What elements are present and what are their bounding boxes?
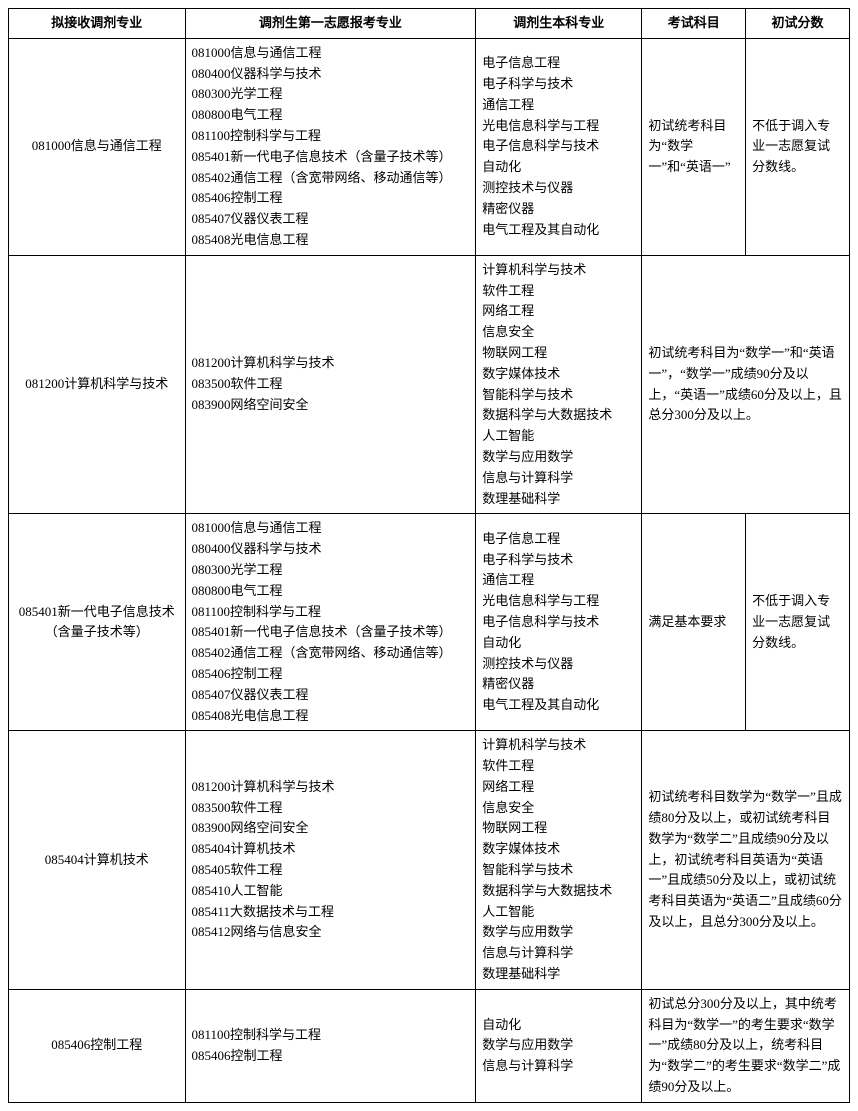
cell-target-major: 081000信息与通信工程	[9, 38, 186, 255]
table-row: 085404计算机技术081200计算机科学与技术 083500软件工程 083…	[9, 731, 850, 990]
table-header: 拟接收调剂专业 调剂生第一志愿报考专业 调剂生本科专业 考试科目 初试分数	[9, 9, 850, 39]
header-first-choice: 调剂生第一志愿报考专业	[185, 9, 476, 39]
cell-undergrad-major: 电子信息工程 电子科学与技术 通信工程 光电信息科学与工程 电子信息科学与技术 …	[476, 514, 642, 731]
cell-exam-subjects: 满足基本要求	[642, 514, 746, 731]
table-row: 081200计算机科学与技术081200计算机科学与技术 083500软件工程 …	[9, 255, 850, 514]
cell-target-major: 085406控制工程	[9, 989, 186, 1102]
cell-undergrad-major: 计算机科学与技术 软件工程 网络工程 信息安全 物联网工程 数字媒体技术 智能科…	[476, 255, 642, 514]
cell-first-choice: 081100控制科学与工程 085406控制工程	[185, 989, 476, 1102]
cell-target-major: 085404计算机技术	[9, 731, 186, 990]
table-row: 085401新一代电子信息技术（含量子技术等）081000信息与通信工程 080…	[9, 514, 850, 731]
table-row: 081000信息与通信工程081000信息与通信工程 080400仪器科学与技术…	[9, 38, 850, 255]
cell-target-major: 085401新一代电子信息技术（含量子技术等）	[9, 514, 186, 731]
cell-first-choice: 081000信息与通信工程 080400仪器科学与技术 080300光学工程 0…	[185, 514, 476, 731]
cell-exam-and-score: 初试统考科目为“数学一”和“英语一”，“数学一”成绩90分及以上，“英语一”成绩…	[642, 255, 850, 514]
table-row: 085406控制工程081100控制科学与工程 085406控制工程自动化 数学…	[9, 989, 850, 1102]
cell-undergrad-major: 自动化 数学与应用数学 信息与计算科学	[476, 989, 642, 1102]
header-initial-score: 初试分数	[746, 9, 850, 39]
cell-target-major: 081200计算机科学与技术	[9, 255, 186, 514]
admissions-table: 拟接收调剂专业 调剂生第一志愿报考专业 调剂生本科专业 考试科目 初试分数 08…	[8, 8, 850, 1103]
cell-first-choice: 081200计算机科学与技术 083500软件工程 083900网络空间安全	[185, 255, 476, 514]
cell-exam-subjects: 初试统考科目为“数学一”和“英语一”	[642, 38, 746, 255]
header-target-major: 拟接收调剂专业	[9, 9, 186, 39]
header-exam-subjects: 考试科目	[642, 9, 746, 39]
cell-initial-score: 不低于调入专业一志愿复试分数线。	[746, 514, 850, 731]
cell-first-choice: 081200计算机科学与技术 083500软件工程 083900网络空间安全 0…	[185, 731, 476, 990]
header-undergrad-major: 调剂生本科专业	[476, 9, 642, 39]
cell-undergrad-major: 电子信息工程 电子科学与技术 通信工程 光电信息科学与工程 电子信息科学与技术 …	[476, 38, 642, 255]
cell-exam-and-score: 初试总分300分及以上，其中统考科目为“数学一”的考生要求“数学一”成绩80分及…	[642, 989, 850, 1102]
cell-exam-and-score: 初试统考科目数学为“数学一”且成绩80分及以上，或初试统考科目数学为“数学二”且…	[642, 731, 850, 990]
cell-undergrad-major: 计算机科学与技术 软件工程 网络工程 信息安全 物联网工程 数字媒体技术 智能科…	[476, 731, 642, 990]
cell-first-choice: 081000信息与通信工程 080400仪器科学与技术 080300光学工程 0…	[185, 38, 476, 255]
cell-initial-score: 不低于调入专业一志愿复试分数线。	[746, 38, 850, 255]
table-body: 081000信息与通信工程081000信息与通信工程 080400仪器科学与技术…	[9, 38, 850, 1102]
